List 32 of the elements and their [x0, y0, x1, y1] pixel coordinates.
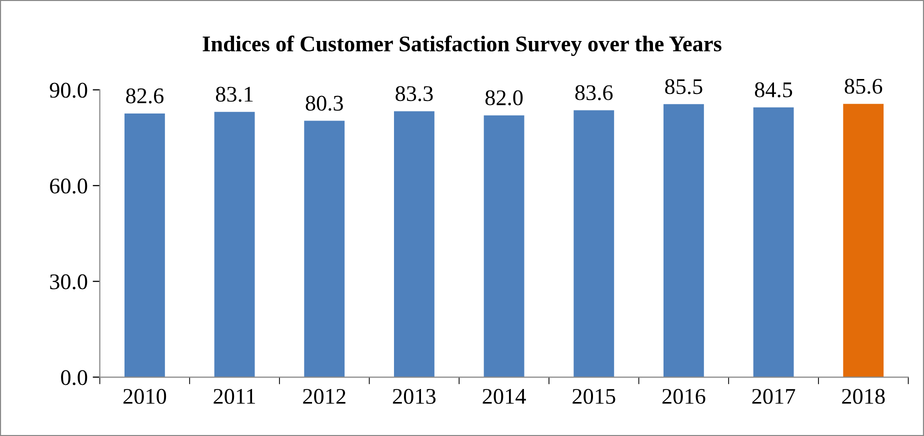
data-label: 82.6 [126, 88, 164, 104]
data-label: 85.5 [665, 79, 702, 94]
x-tick-label: 2016 [662, 388, 706, 404]
bar [214, 112, 255, 378]
bar [394, 111, 434, 378]
data-label: 83.6 [575, 85, 613, 100]
x-tick-label: 2017 [752, 388, 796, 404]
x-tick-label: 2010 [123, 388, 166, 404]
x-tick-label: 2014 [482, 388, 526, 404]
x-tick-label: 2018 [842, 388, 885, 404]
x-tick-label: 2013 [392, 388, 436, 404]
data-label: 80.3 [306, 96, 343, 111]
bar [484, 115, 524, 378]
data-label: 83.3 [396, 86, 433, 102]
bar [124, 113, 165, 378]
data-label: 84.5 [754, 82, 792, 98]
bar [663, 104, 704, 378]
bar [843, 104, 884, 378]
x-tick-label: 2011 [214, 388, 256, 404]
data-label: 85.6 [844, 78, 882, 94]
y-tick-label: 60.0 [50, 178, 88, 194]
y-tick-label: 90.0 [50, 82, 88, 98]
x-tick-label: 2015 [572, 388, 616, 404]
chart-title: Indices of Customer Satisfaction Survey over the Years [202, 36, 722, 56]
bar [574, 110, 614, 378]
data-label: 83.1 [216, 86, 253, 102]
bar [304, 120, 345, 378]
x-tick-label: 2012 [303, 388, 346, 404]
y-tick-label: 30.0 [50, 274, 88, 290]
data-label: 82.0 [485, 90, 523, 106]
y-tick-label: 0.0 [61, 370, 88, 386]
bar [753, 107, 794, 378]
